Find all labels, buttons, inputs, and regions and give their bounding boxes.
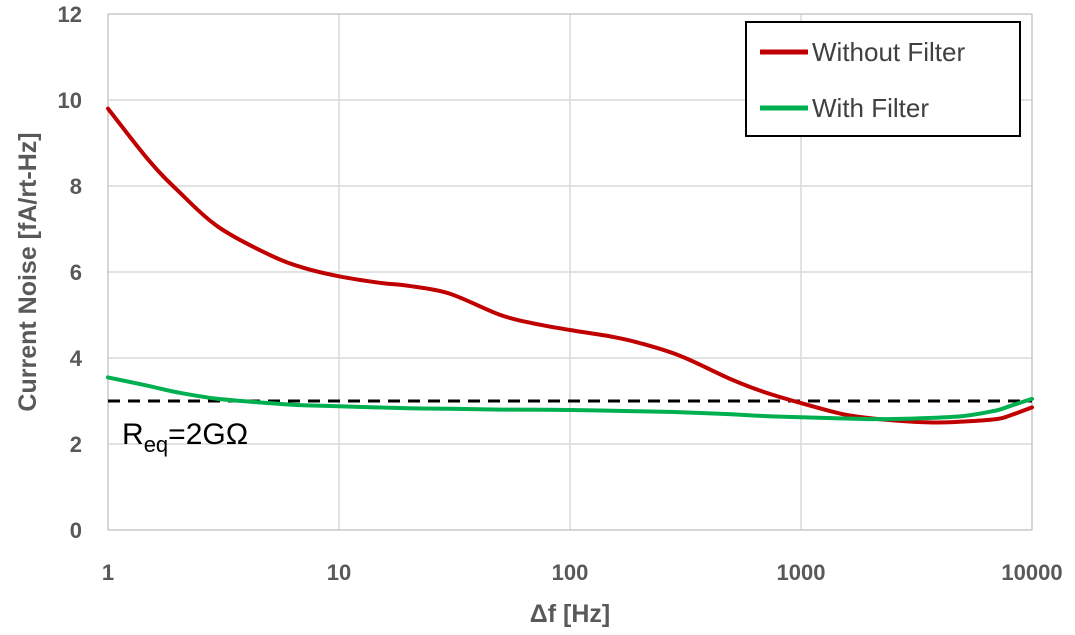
x-tick-label: 1 [102, 560, 114, 585]
x-axis-label: Δf [Hz] [530, 600, 610, 628]
plot-area-frame [107, 13, 1033, 531]
series-layer [106, 106, 1034, 425]
x-tick-label: 100 [552, 560, 589, 585]
y-tick-label: 8 [70, 174, 82, 199]
legend-label-without-filter: Without Filter [812, 37, 965, 67]
x-tick-label: 1000 [777, 560, 826, 585]
req-annotation-value: =2GΩ [168, 418, 248, 451]
x-axis-ticks: 1 10 100 1000 10000 [102, 560, 1063, 585]
y-axis-label: Current Noise [fA/rt-Hz] [14, 132, 42, 411]
legend-label-with-filter: With Filter [812, 93, 929, 123]
y-tick-label: 6 [70, 260, 82, 285]
y-tick-label: 0 [70, 518, 82, 543]
y-axis-ticks: 0 2 4 6 8 10 12 [58, 2, 83, 543]
legend: Without Filter With Filter [745, 21, 1021, 137]
series-line-with-filter [106, 375, 1034, 422]
y-tick-label: 10 [58, 88, 82, 113]
req-annotation: Req=2GΩ [122, 418, 248, 457]
x-tick-label: 10 [327, 560, 351, 585]
x-tick-label: 10000 [1001, 560, 1062, 585]
y-tick-label: 4 [70, 346, 83, 371]
req-annotation-subscript: eq [144, 432, 168, 457]
y-tick-label: 12 [58, 2, 82, 27]
legend-box [745, 21, 1021, 137]
y-tick-label: 2 [70, 432, 82, 457]
req-annotation-base: R [122, 418, 144, 451]
series-line-without-filter [106, 106, 1034, 425]
